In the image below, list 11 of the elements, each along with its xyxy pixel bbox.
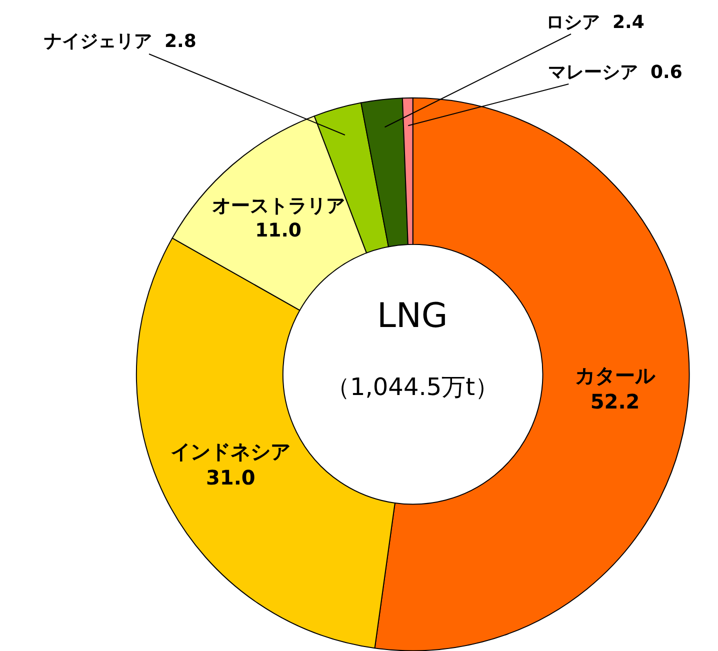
slice-label: マレーシア 0.6: [548, 62, 682, 83]
data-label: 11.0: [255, 220, 302, 242]
data-label: 31.0: [206, 465, 256, 490]
slice-label: インドネシア: [170, 439, 291, 464]
slice-label: ロシア 2.4: [546, 12, 644, 33]
text: LNG: [377, 296, 448, 336]
slice-label: オーストラリア: [212, 196, 345, 218]
text: （1,044.5万t）: [326, 373, 500, 401]
slice-label: ナイジェリア 2.8: [44, 31, 196, 52]
data-label: 52.2: [590, 389, 640, 414]
slice-label: カタール: [575, 363, 656, 388]
